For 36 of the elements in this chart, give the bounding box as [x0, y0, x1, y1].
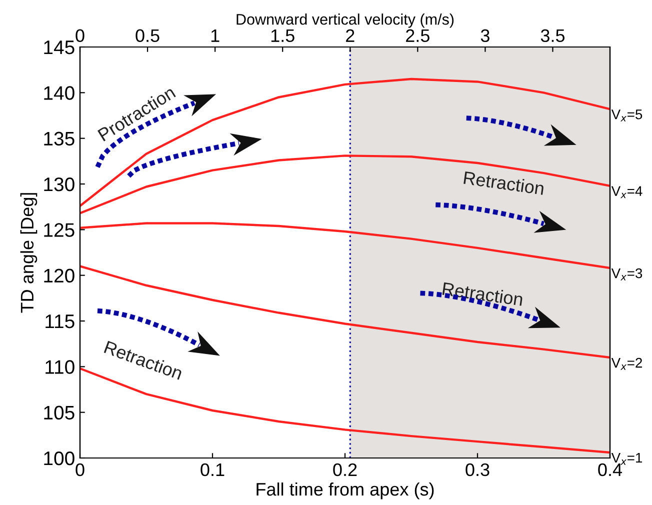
- series-label: V$_{x}$=3: [611, 268, 642, 280]
- y-tick-label: 120: [44, 268, 74, 283]
- y-tick-label: 140: [44, 86, 74, 100]
- x2-tick-label: 3: [480, 29, 490, 42]
- x-axis-title: Fall time from apex (s): [256, 482, 434, 500]
- y-tick-label: 100: [44, 451, 74, 466]
- x-tick-label: 0.4: [598, 463, 622, 476]
- line-series: [80, 154, 610, 214]
- y-axis-title: TD angle [Deg]: [20, 193, 38, 313]
- x2-tick-label: 1.5: [271, 29, 294, 42]
- y-tick-label: 145: [44, 40, 74, 54]
- x-tick-label: 0.2: [333, 463, 357, 476]
- series-label: V$_{x}$=2: [611, 358, 642, 370]
- x2-tick-label: 1: [211, 29, 220, 42]
- y-tick-label: 125: [44, 223, 74, 237]
- x2-tick-label: 2.5: [406, 29, 430, 42]
- x2-tick-label: 0: [76, 29, 84, 42]
- series-label: V$_{x}$=1: [611, 453, 642, 465]
- series-label: V$_{x}$=4: [611, 186, 642, 198]
- x2-tick-label: 0.5: [136, 29, 160, 42]
- y-tick-label: 115: [46, 314, 74, 328]
- x-tick-label: 0.1: [200, 463, 224, 476]
- x2-axis-title: Downward vertical velocity (m/s): [236, 14, 454, 28]
- x-tick-label: 0: [76, 463, 84, 476]
- y-tick-label: 105: [44, 406, 74, 420]
- annotation: Retraction: [464, 170, 544, 196]
- line-series: [80, 222, 610, 270]
- x-tick-label: 0.3: [466, 463, 490, 476]
- line-series: [80, 78, 610, 208]
- x2-tick-label: 3.5: [540, 29, 565, 42]
- x2-tick-label: 2: [346, 29, 354, 42]
- y-tick-label: 135: [44, 132, 74, 146]
- y-tick-label: 130: [44, 177, 74, 192]
- y-tick-label: 110: [46, 360, 74, 374]
- annotation: Retraction: [442, 282, 524, 306]
- series-label: V$_{x}$=5: [611, 110, 642, 122]
